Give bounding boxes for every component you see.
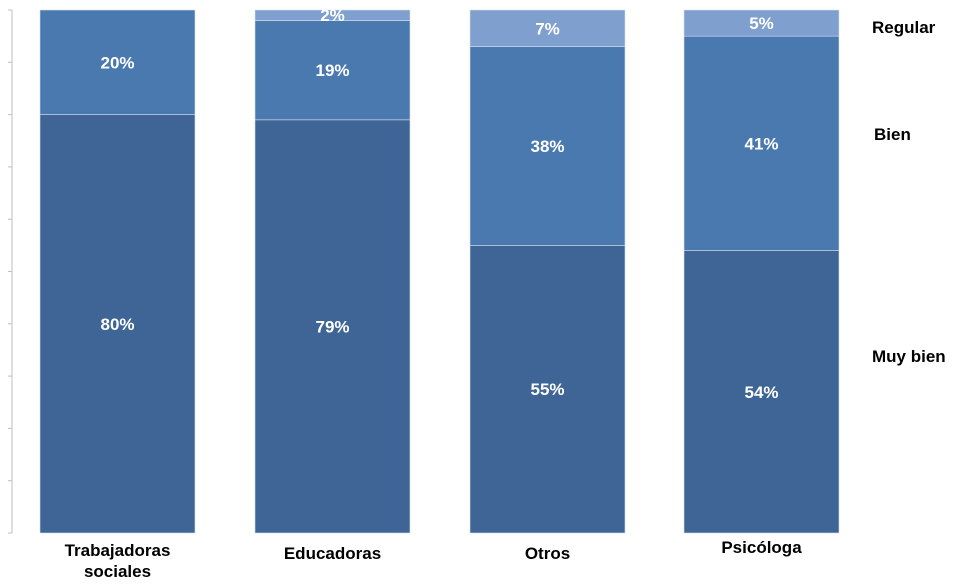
category-label: Psicóloga [721,538,802,557]
data-label: 7% [535,19,560,38]
legend-entry-bien: Bien [874,125,911,144]
data-labels-group: 80% 20% 79% 19% 2% 55% 38% 7% 54% 41% 5% [100,6,778,402]
category-label: Educadoras [284,544,381,563]
y-axis-ticks [8,9,12,534]
legend-entry-regular: Regular [872,18,936,37]
data-label: 79% [315,317,349,336]
data-label: 19% [315,61,349,80]
bar-segment-bien [683,35,840,251]
category-labels-group: Trabajadoras sociales Educadoras Otros Psicó… [65,538,803,581]
bars-group [39,9,840,534]
data-label: 80% [100,315,134,334]
bar-segment-muy-bien [39,114,196,534]
bar-segment-regular [683,9,840,37]
bar-segment-regular [469,9,626,47]
category-label: Otros [525,544,570,563]
data-label: 38% [530,137,564,156]
bar-segment-muy-bien [683,250,840,534]
legend: Muy bien Bien Regular [872,18,946,366]
data-label: 20% [100,53,134,72]
bar-segment-bien [469,46,626,246]
data-label: 54% [744,383,778,402]
data-label: 55% [530,380,564,399]
bar-segment-muy-bien [469,245,626,534]
bar-segment-bien [39,9,196,115]
data-label: 2% [320,6,345,25]
legend-entry-muy-bien: Muy bien [872,347,946,366]
data-label: 41% [744,134,778,153]
bar-segment-regular [254,9,411,21]
category-label: Trabajadoras sociales [65,541,171,581]
data-label: 5% [749,14,774,33]
